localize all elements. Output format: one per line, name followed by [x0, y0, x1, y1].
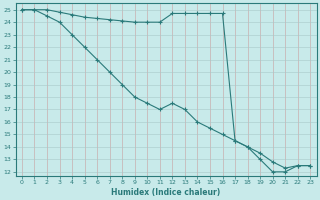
X-axis label: Humidex (Indice chaleur): Humidex (Indice chaleur)	[111, 188, 221, 197]
